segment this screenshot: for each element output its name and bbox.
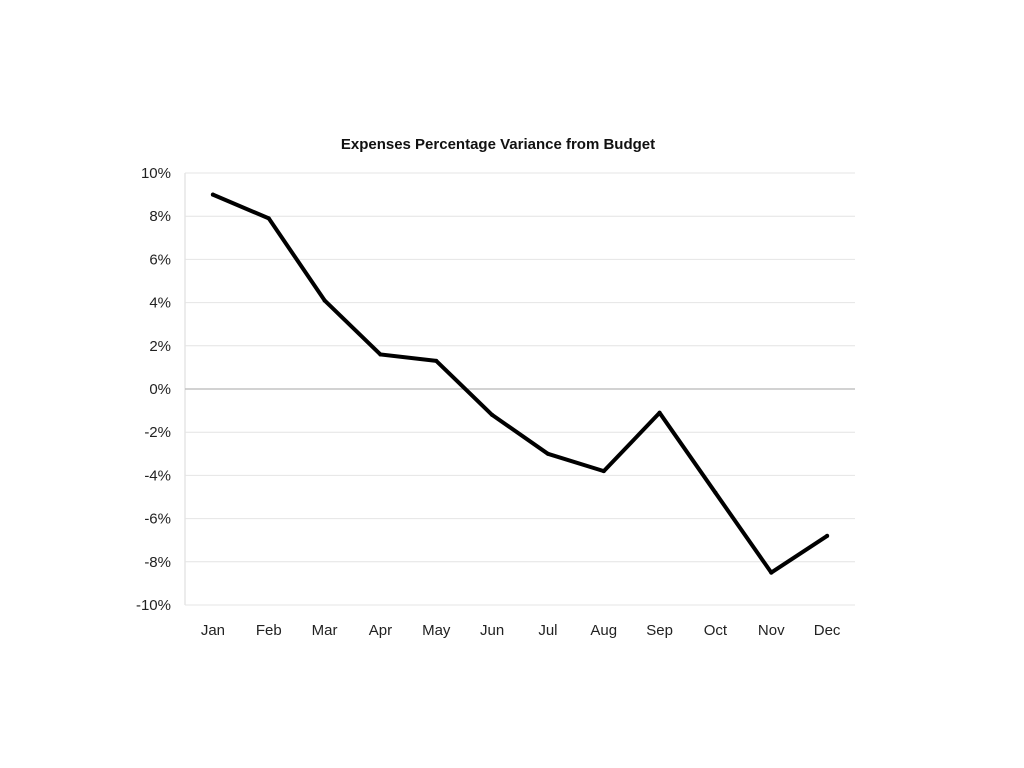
x-tick-label: Oct <box>704 622 728 639</box>
data-point <box>490 412 495 417</box>
y-tick-label: -10% <box>136 597 171 614</box>
y-tick-label: -2% <box>144 424 171 441</box>
x-tick-label: Jan <box>201 622 225 639</box>
x-tick-label: Aug <box>590 622 617 639</box>
data-point <box>657 410 662 415</box>
x-tick-label: May <box>422 622 451 639</box>
data-point <box>210 192 215 197</box>
data-point <box>545 451 550 456</box>
series-line <box>210 192 830 575</box>
y-axis-tick-labels: 10% 8% 6% 4% 2% 0% -2% -4% -6% -8% -10% <box>136 165 171 614</box>
grid-lines <box>184 172 855 606</box>
y-tick-label: 10% <box>141 165 171 182</box>
data-point <box>601 469 606 474</box>
x-tick-label: Feb <box>256 622 282 639</box>
x-tick-label: Apr <box>369 622 392 639</box>
chart-title: Expenses Percentage Variance from Budget <box>341 136 655 153</box>
y-tick-label: -8% <box>144 554 171 571</box>
x-tick-label: Nov <box>758 622 785 639</box>
y-tick-label: 6% <box>149 251 171 268</box>
y-tick-label: 8% <box>149 208 171 225</box>
x-axis-tick-labels: Jan Feb Mar Apr May Jun Jul Aug Sep Oct Nov Dec <box>201 622 841 639</box>
data-point <box>434 358 439 363</box>
x-tick-label: Sep <box>646 622 673 639</box>
y-tick-label: -4% <box>144 467 171 484</box>
data-point <box>713 490 718 495</box>
y-tick-label: 0% <box>149 381 171 398</box>
y-tick-label: 4% <box>149 295 171 312</box>
y-tick-label: -6% <box>144 511 171 528</box>
x-tick-label: Jun <box>480 622 504 639</box>
data-point <box>266 216 271 221</box>
data-point <box>322 298 327 303</box>
data-point <box>825 533 830 538</box>
data-point <box>378 352 383 357</box>
series-layer <box>210 192 830 575</box>
y-tick-label: 2% <box>149 338 171 355</box>
x-tick-label: Jul <box>538 622 557 639</box>
x-tick-label: Dec <box>814 622 841 639</box>
data-point <box>769 570 774 575</box>
x-tick-label: Mar <box>312 622 338 639</box>
